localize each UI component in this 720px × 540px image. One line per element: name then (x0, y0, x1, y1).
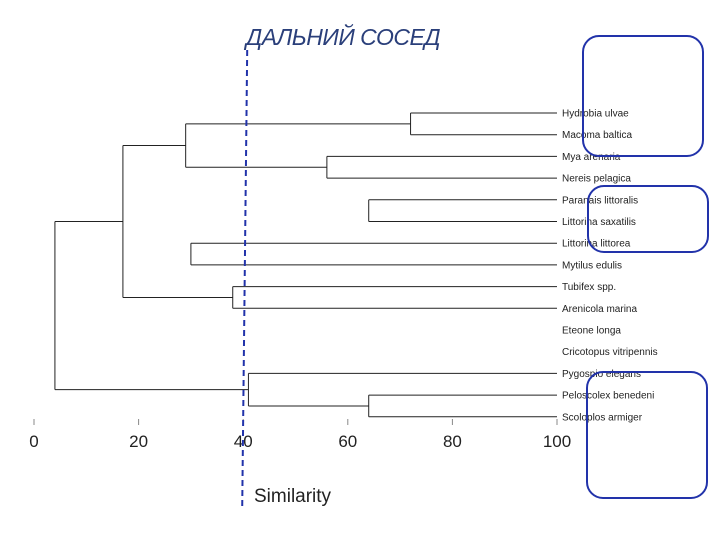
cluster-highlight-box (582, 35, 704, 157)
cluster-highlight-box (586, 371, 708, 499)
species-label: Eteone longa (562, 326, 621, 337)
species-label: Scoloplos armiger (562, 412, 643, 423)
species-label: Peloscolex benedeni (562, 391, 654, 402)
species-label: Tubifex spp. (562, 282, 616, 293)
species-label: Mytilus edulis (562, 260, 622, 271)
slide-title: ДАЛЬНИЙ СОСЕД (246, 24, 441, 50)
species-labels: Hydrobia ulvae Macoma baltica Mya arenaria… (562, 109, 658, 424)
similarity-cut-line (241, 49, 249, 509)
x-axis-title: Similarity (254, 486, 332, 507)
x-tick-label: 20 (129, 432, 148, 451)
x-tick-label: 100 (543, 432, 571, 451)
highlight-overlay (241, 35, 709, 509)
species-label: Paranais littoralis (562, 195, 638, 206)
species-label: Arenicola marina (562, 304, 637, 315)
species-label: Mya arenaria (562, 152, 621, 163)
x-axis: 020406080100 (29, 419, 571, 451)
species-label: Macoma baltica (562, 130, 632, 141)
x-tick-label: 0 (29, 432, 38, 451)
x-tick-label: 80 (443, 432, 462, 451)
dendrogram-links (54, 112, 557, 418)
species-label: Hydrobia ulvae (562, 109, 629, 120)
species-label: Littorina saxatilis (562, 217, 636, 228)
x-tick-label: 60 (338, 432, 357, 451)
species-label: Nereis pelagica (562, 174, 631, 185)
species-label: Cricotopus vitripennis (562, 347, 658, 358)
species-label: Littorina littorea (562, 239, 631, 250)
species-label: Pygospio elegans (562, 369, 641, 380)
cluster-highlight-box (587, 185, 709, 253)
